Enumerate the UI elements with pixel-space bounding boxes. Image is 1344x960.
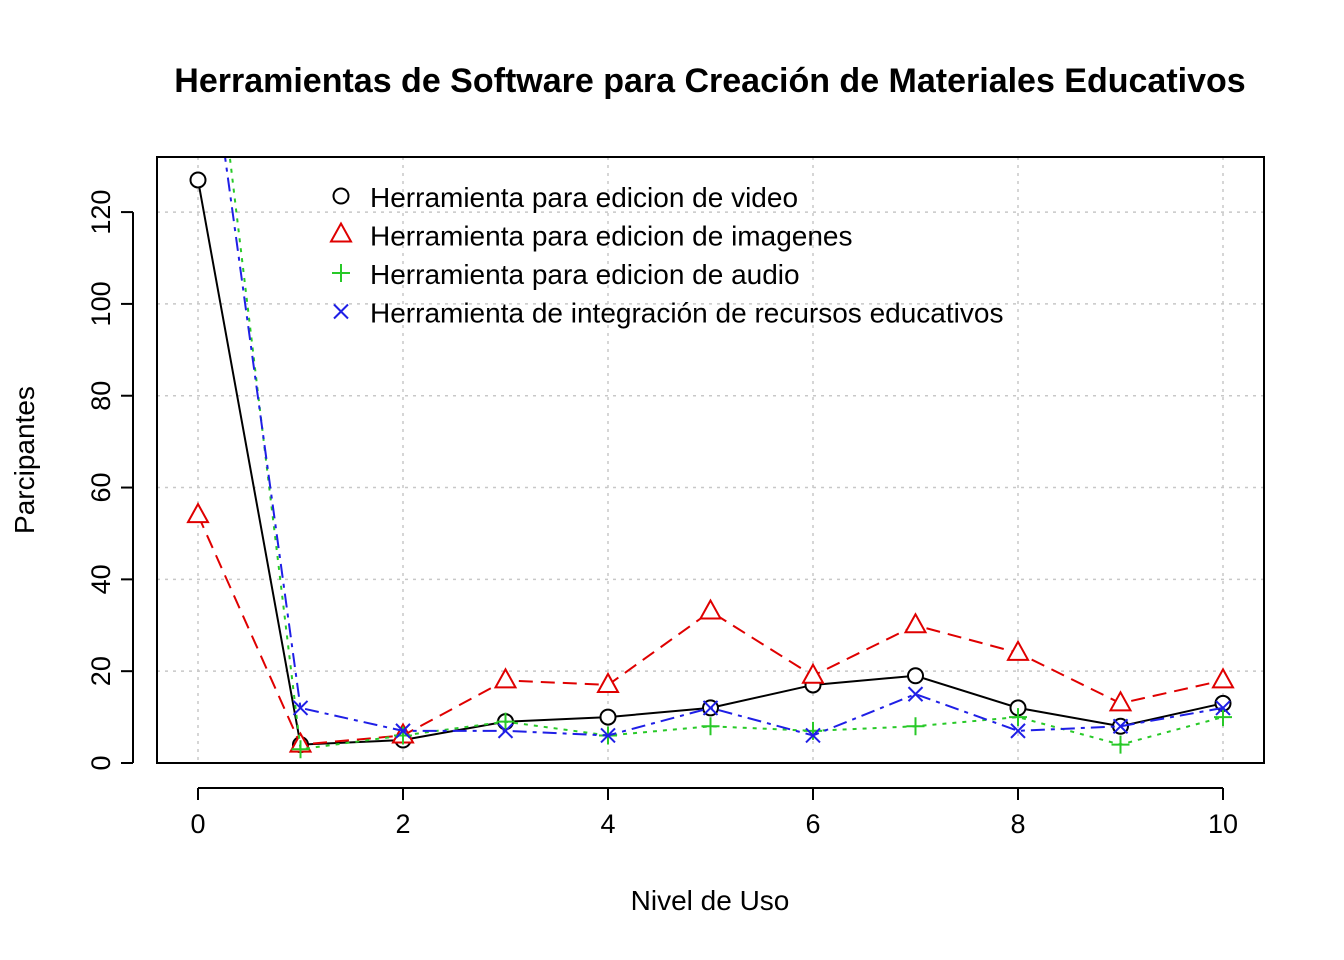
y-tick-label-1: 20 (86, 656, 116, 686)
series-1-point-6 (801, 662, 825, 684)
chart-title: Herramientas de Software para Creación d… (174, 62, 1245, 100)
legend-label-0: Herramienta para edicion de video (370, 182, 798, 213)
series-2-point-6 (804, 721, 822, 740)
legend-label-3: Herramienta de integración de recursos e… (370, 298, 1003, 329)
series-2-point-5 (701, 717, 720, 736)
x-tick-label-2: 4 (600, 809, 615, 839)
x-tick-label-4: 8 (1010, 809, 1025, 839)
series-1-point-4 (596, 671, 620, 693)
series-3-point-7 (907, 686, 924, 702)
series-0-point-0 (189, 171, 207, 189)
legend-label-1: Herramienta para edicion de imagenes (370, 221, 853, 252)
series-2-point-9 (1111, 735, 1130, 754)
x-tick-label-1: 2 (395, 809, 410, 839)
series-3-point-5 (702, 700, 719, 716)
y-tick-label-0: 0 (86, 755, 116, 770)
series-2-point-1 (291, 740, 310, 759)
series-3-point-6 (805, 727, 821, 744)
y-axis: 0 20 40 60 80 100 120 (86, 190, 134, 771)
series-1-point-8 (1006, 639, 1030, 661)
series-3-point-4 (600, 727, 616, 744)
series-2 (228, 157, 1232, 759)
y-tick-label-3: 60 (86, 473, 116, 503)
y-tick-label-5: 100 (86, 281, 116, 326)
series-2-point-10 (1214, 708, 1232, 727)
series-line-1 (197, 514, 1224, 746)
x-tick-label-3: 6 (805, 809, 820, 839)
x-tick-label-0: 0 (190, 809, 205, 839)
series-1-point-10 (1211, 667, 1235, 689)
series-2-point-3 (496, 712, 515, 731)
y-tick-label-2: 40 (86, 564, 116, 594)
plot-frame (156, 156, 1265, 764)
series-1-point-0 (186, 502, 210, 524)
legend-marker-3 (333, 303, 349, 320)
series-line-2 (228, 157, 1224, 751)
series-1-point-3 (493, 667, 518, 689)
series-0-point-7 (907, 667, 924, 685)
series-2-point-8 (1009, 708, 1027, 727)
legend-marker-1 (329, 221, 353, 243)
series-3-point-2 (395, 723, 411, 739)
series-3 (224, 157, 1231, 744)
x-axis-label: Nivel de Uso (631, 885, 790, 916)
series-3-point-1 (292, 700, 309, 716)
y-tick-label-6: 120 (86, 190, 116, 235)
y-axis-label: Parcipantes (9, 386, 40, 534)
x-axis: 0 2 4 6 8 10 (190, 787, 1238, 839)
series-layer (186, 157, 1235, 759)
series-1-point-9 (1108, 690, 1133, 712)
y-tick-label-4: 80 (86, 381, 116, 411)
series-3-point-3 (497, 723, 514, 739)
legend-label-2: Herramienta para edicion de audio (370, 259, 800, 290)
series-line-3 (224, 157, 1224, 737)
x-tick-label-5: 10 (1208, 809, 1238, 839)
series-3-point-8 (1010, 723, 1026, 739)
legend-marker-2 (332, 264, 350, 282)
series-2-point-7 (906, 717, 925, 736)
legend: Herramienta para edicion de video Herrami… (329, 182, 1003, 329)
series-3-point-9 (1112, 718, 1129, 734)
series-0-point-4 (599, 708, 617, 726)
series-1-point-5 (698, 598, 723, 620)
series-3-point-10 (1215, 700, 1231, 716)
legend-marker-0 (332, 187, 350, 205)
series-1-point-7 (903, 612, 928, 634)
